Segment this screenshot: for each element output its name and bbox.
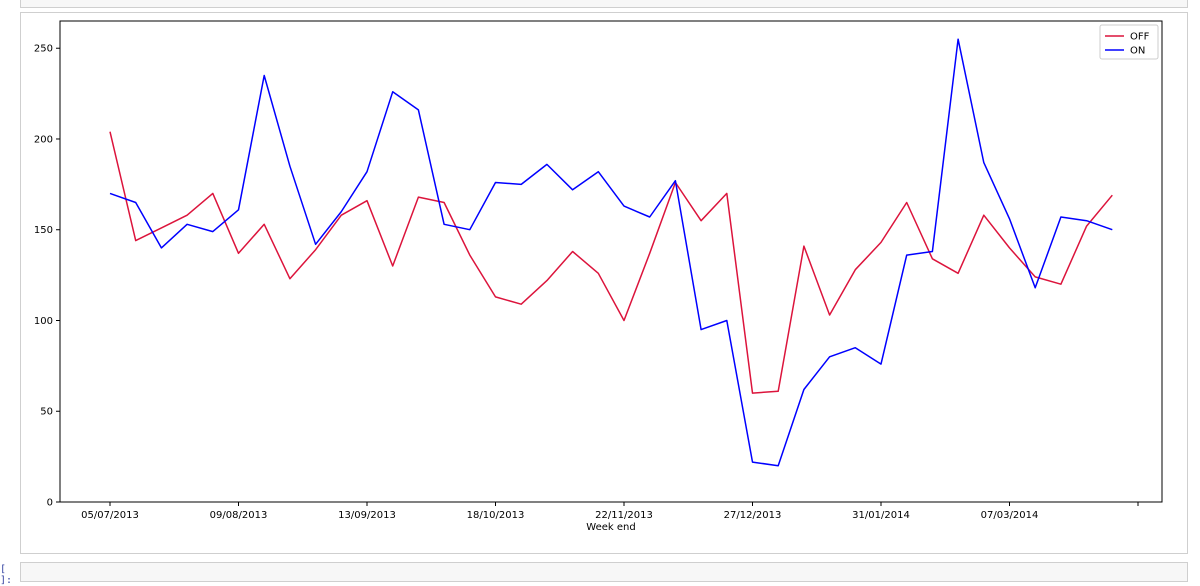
x-tick-label: 31/01/2014	[852, 510, 910, 521]
x-tick-label: 07/03/2014	[981, 510, 1039, 521]
output-area: 0 50 100 150 200 250 05/07/2013 09/08/2013 13/09…	[20, 12, 1188, 554]
previous-cell	[20, 0, 1188, 8]
y-tick-label: 200	[34, 134, 53, 145]
y-tick-label: 250	[34, 44, 53, 55]
y-tick-label: 50	[40, 407, 53, 418]
y-tick-label: 0	[47, 498, 53, 509]
cell-prompt: [ ]:	[0, 564, 18, 586]
legend-label-off: OFF	[1130, 32, 1150, 43]
series-line-off	[110, 132, 1112, 393]
y-tick-label: 100	[34, 316, 53, 327]
x-tick-label: 13/09/2013	[338, 510, 396, 521]
x-tick-label: 18/10/2013	[467, 510, 525, 521]
x-tick-label: 27/12/2013	[724, 510, 782, 521]
x-tick-label: 09/08/2013	[210, 510, 268, 521]
x-tick-label: 05/07/2013	[81, 510, 139, 521]
plot-frame	[60, 21, 1162, 502]
legend-label-on: ON	[1130, 46, 1145, 57]
series-line-on	[110, 39, 1112, 466]
x-tick-label: 22/11/2013	[595, 510, 653, 521]
y-tick-label: 150	[34, 225, 53, 236]
next-code-cell[interactable]	[20, 562, 1188, 582]
x-axis-label: Week end	[586, 522, 635, 533]
line-chart: 0 50 100 150 200 250 05/07/2013 09/08/2013 13/09…	[21, 13, 1187, 553]
